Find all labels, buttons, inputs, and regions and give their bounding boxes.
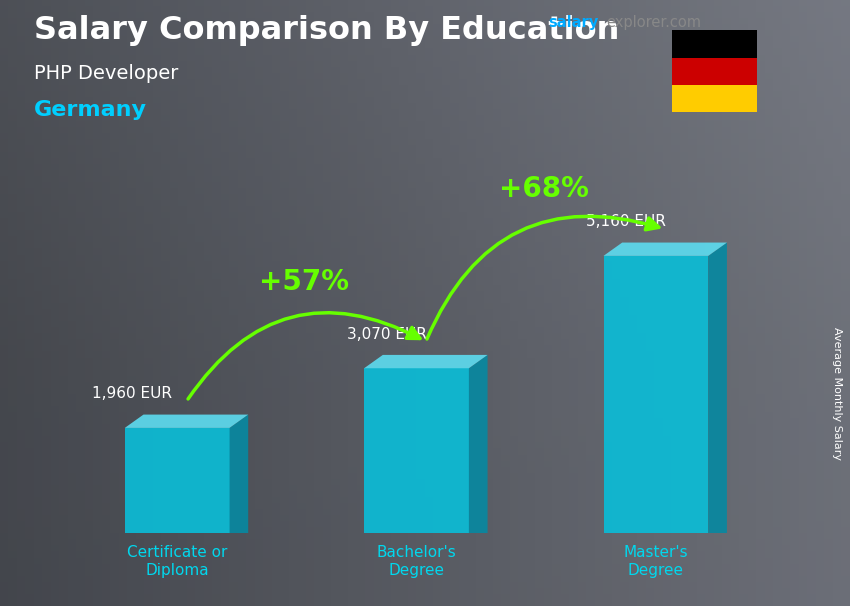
Polygon shape (364, 355, 488, 368)
Text: 3,070 EUR: 3,070 EUR (347, 327, 427, 342)
Text: Certificate or
Diploma: Certificate or Diploma (127, 545, 227, 578)
Text: Average Monthly Salary: Average Monthly Salary (832, 327, 842, 461)
Text: explorer.com: explorer.com (606, 15, 701, 30)
Polygon shape (125, 415, 248, 428)
Text: +57%: +57% (259, 268, 349, 296)
Text: Salary Comparison By Education: Salary Comparison By Education (34, 15, 620, 46)
FancyBboxPatch shape (672, 85, 756, 112)
Polygon shape (708, 242, 727, 533)
FancyBboxPatch shape (672, 58, 756, 85)
Text: Germany: Germany (34, 100, 147, 120)
Polygon shape (469, 355, 488, 533)
Polygon shape (230, 415, 248, 533)
Text: +68%: +68% (499, 175, 588, 203)
Polygon shape (604, 256, 708, 533)
Text: 5,160 EUR: 5,160 EUR (586, 215, 666, 229)
Polygon shape (125, 428, 230, 533)
FancyBboxPatch shape (672, 30, 756, 58)
Text: salary: salary (548, 15, 598, 30)
Text: Bachelor's
Degree: Bachelor's Degree (377, 545, 456, 578)
Text: Master's
Degree: Master's Degree (624, 545, 688, 578)
Polygon shape (604, 242, 727, 256)
Text: PHP Developer: PHP Developer (34, 64, 178, 82)
Text: 1,960 EUR: 1,960 EUR (93, 386, 173, 401)
Polygon shape (364, 368, 469, 533)
